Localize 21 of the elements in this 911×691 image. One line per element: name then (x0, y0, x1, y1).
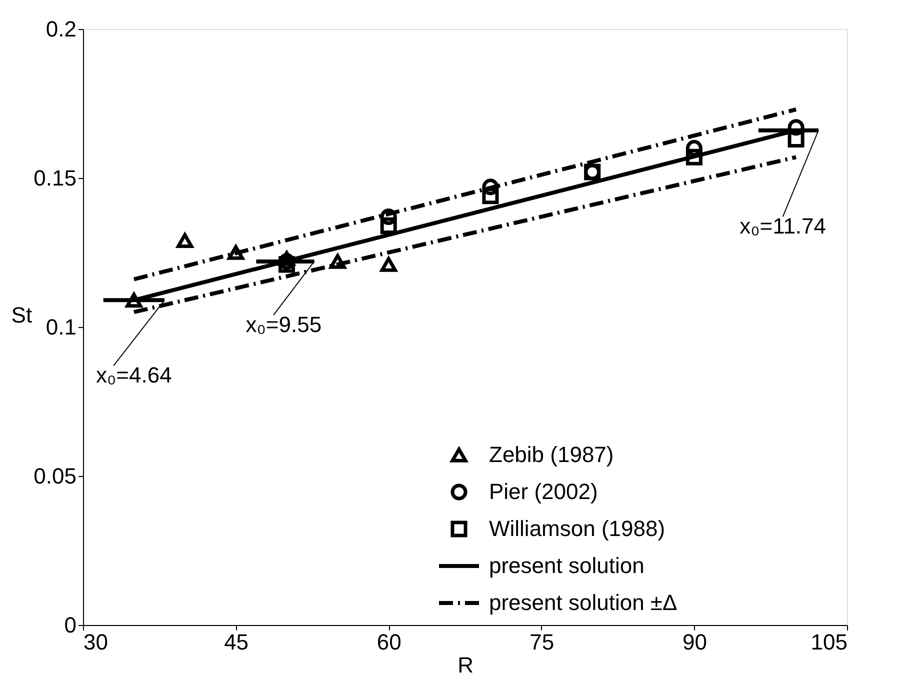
annotation: x₀=4.64 (96, 362, 172, 388)
x-tick-label: 30 (84, 630, 108, 654)
y-tick-label: 0.05 (34, 464, 76, 488)
legend-label: Williamson (1988) (489, 516, 666, 541)
y-tick-label: 0.1 (46, 314, 76, 340)
legend-label: present solution (489, 553, 644, 578)
x-tick-label: 90 (682, 630, 707, 654)
x-tick-label: 45 (224, 630, 249, 654)
y-axis-title: St (11, 302, 32, 328)
legend-label: Pier (2002) (489, 479, 598, 504)
x-tick-label: 105 (810, 630, 848, 654)
y-tick-label: 0 (64, 612, 76, 638)
x-tick-label: 75 (530, 630, 554, 654)
legend-label: present solution ±Δ (489, 590, 678, 615)
annotation: x₀=11.74 (740, 214, 826, 239)
y-tick-label: 0.2 (46, 16, 76, 42)
x-axis-title: R (458, 652, 474, 678)
y-tick-label: 0.15 (34, 166, 76, 190)
legend-label: Zebib (1987) (489, 442, 614, 467)
annotation: x₀=9.55 (246, 312, 322, 338)
x-tick-label: 60 (376, 630, 402, 654)
